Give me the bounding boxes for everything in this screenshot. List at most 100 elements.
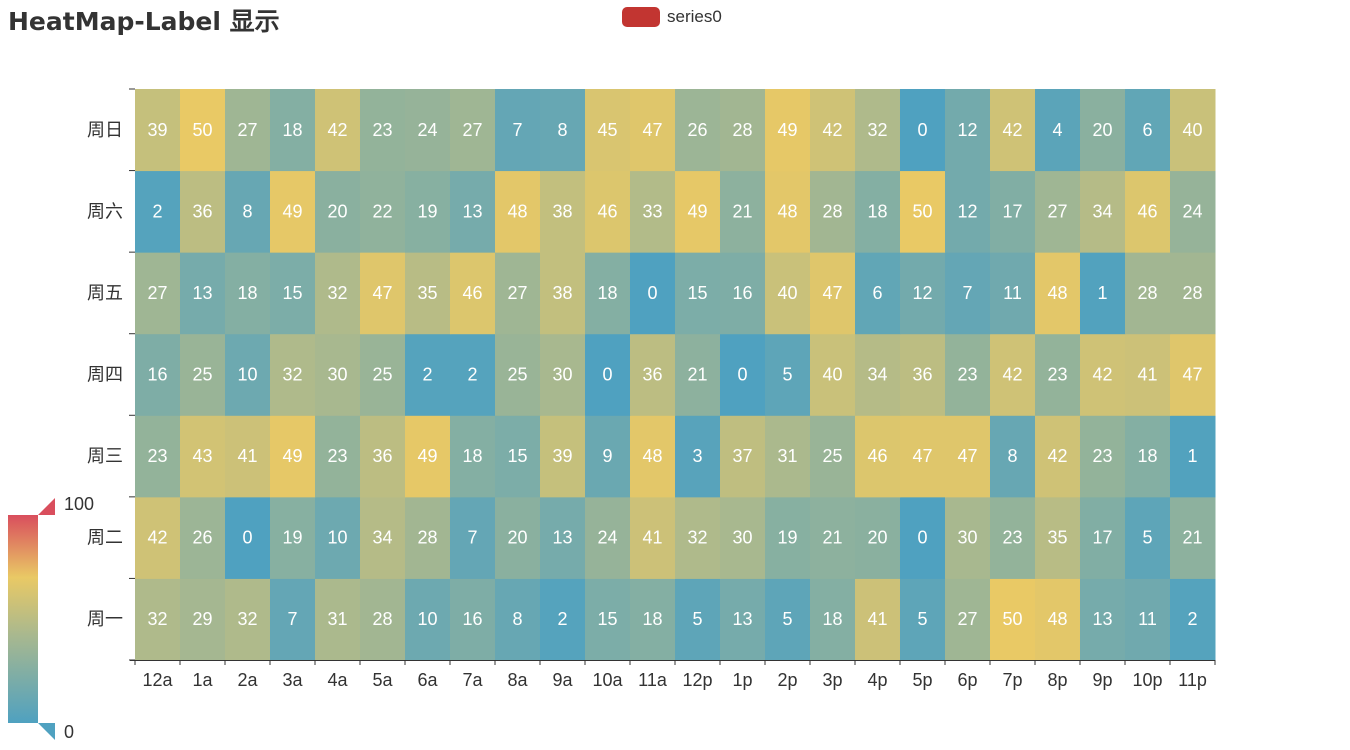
visual-map-handle-bottom[interactable] <box>38 723 55 740</box>
heatmap-cell-周二-4a[interactable] <box>315 496 361 579</box>
heatmap-cell-周三-4a[interactable] <box>315 415 361 498</box>
heatmap-cell-周三-1p[interactable] <box>720 415 766 498</box>
heatmap-cell-周二-11p[interactable] <box>1170 496 1216 579</box>
heatmap-cell-周日-3p[interactable] <box>810 89 856 172</box>
heatmap-cell-周日-9p[interactable] <box>1080 89 1126 172</box>
heatmap-cell-周四-11a[interactable] <box>630 333 676 416</box>
heatmap-cell-周五-1a[interactable] <box>180 252 226 335</box>
heatmap-cell-周日-4a[interactable] <box>315 89 361 172</box>
heatmap-cell-周六-9p[interactable] <box>1080 170 1126 253</box>
heatmap-cell-周日-6a[interactable] <box>405 89 451 172</box>
heatmap-cell-周五-3p[interactable] <box>810 252 856 335</box>
heatmap-cell-周日-3a[interactable] <box>270 89 316 172</box>
heatmap-cell-周一-7a[interactable] <box>450 578 496 661</box>
heatmap-cell-周四-4a[interactable] <box>315 333 361 416</box>
heatmap-cell-周日-5p[interactable] <box>900 89 946 172</box>
heatmap-cell-周三-11a[interactable] <box>630 415 676 498</box>
heatmap-cell-周三-9p[interactable] <box>1080 415 1126 498</box>
heatmap-cell-周一-11p[interactable] <box>1170 578 1216 661</box>
heatmap-cell-周三-5p[interactable] <box>900 415 946 498</box>
heatmap-cell-周一-9a[interactable] <box>540 578 586 661</box>
heatmap-cell-周三-3a[interactable] <box>270 415 316 498</box>
heatmap-cell-周三-8a[interactable] <box>495 415 541 498</box>
heatmap-cell-周四-12p[interactable] <box>675 333 721 416</box>
heatmap-cell-周二-1a[interactable] <box>180 496 226 579</box>
heatmap-cell-周日-10a[interactable] <box>585 89 631 172</box>
heatmap-cell-周日-4p[interactable] <box>855 89 901 172</box>
heatmap-cell-周四-4p[interactable] <box>855 333 901 416</box>
heatmap-cell-周五-10p[interactable] <box>1125 252 1171 335</box>
heatmap-cell-周四-6p[interactable] <box>945 333 991 416</box>
heatmap-cell-周日-8p[interactable] <box>1035 89 1081 172</box>
heatmap-cell-周日-6p[interactable] <box>945 89 991 172</box>
heatmap-cell-周二-11a[interactable] <box>630 496 676 579</box>
heatmap-cell-周一-12p[interactable] <box>675 578 721 661</box>
heatmap-cell-周一-1p[interactable] <box>720 578 766 661</box>
heatmap-cell-周五-8p[interactable] <box>1035 252 1081 335</box>
heatmap-cell-周日-12a[interactable] <box>135 89 181 172</box>
heatmap-cell-周三-10p[interactable] <box>1125 415 1171 498</box>
heatmap-cell-周五-1p[interactable] <box>720 252 766 335</box>
heatmap-cell-周五-4a[interactable] <box>315 252 361 335</box>
legend[interactable]: series0 <box>622 5 722 29</box>
heatmap-cell-周五-10a[interactable] <box>585 252 631 335</box>
heatmap-cell-周三-1a[interactable] <box>180 415 226 498</box>
heatmap-cell-周一-11a[interactable] <box>630 578 676 661</box>
heatmap-cell-周二-2p[interactable] <box>765 496 811 579</box>
heatmap-cell-周二-12p[interactable] <box>675 496 721 579</box>
heatmap-cell-周四-9a[interactable] <box>540 333 586 416</box>
heatmap-cell-周三-7a[interactable] <box>450 415 496 498</box>
heatmap-cell-周五-11p[interactable] <box>1170 252 1216 335</box>
heatmap-cell-周一-6p[interactable] <box>945 578 991 661</box>
heatmap-cell-周二-8a[interactable] <box>495 496 541 579</box>
heatmap-cell-周二-3a[interactable] <box>270 496 316 579</box>
heatmap-cell-周日-2a[interactable] <box>225 89 271 172</box>
heatmap-cell-周一-5p[interactable] <box>900 578 946 661</box>
heatmap-cell-周三-6p[interactable] <box>945 415 991 498</box>
heatmap-cell-周三-2a[interactable] <box>225 415 271 498</box>
heatmap-cell-周一-6a[interactable] <box>405 578 451 661</box>
heatmap-cell-周二-7a[interactable] <box>450 496 496 579</box>
heatmap-cell-周六-4a[interactable] <box>315 170 361 253</box>
heatmap-cell-周日-7a[interactable] <box>450 89 496 172</box>
heatmap-cell-周六-11p[interactable] <box>1170 170 1216 253</box>
heatmap-cell-周五-6p[interactable] <box>945 252 991 335</box>
heatmap-cell-周三-5a[interactable] <box>360 415 406 498</box>
heatmap-cell-周一-2a[interactable] <box>225 578 271 661</box>
heatmap-cell-周六-2a[interactable] <box>225 170 271 253</box>
heatmap-cell-周三-7p[interactable] <box>990 415 1036 498</box>
heatmap-cell-周日-1p[interactable] <box>720 89 766 172</box>
heatmap-cell-周二-5p[interactable] <box>900 496 946 579</box>
heatmap-cell-周六-6p[interactable] <box>945 170 991 253</box>
heatmap-cell-周二-2a[interactable] <box>225 496 271 579</box>
heatmap-cell-周一-4p[interactable] <box>855 578 901 661</box>
heatmap-cell-周六-6a[interactable] <box>405 170 451 253</box>
heatmap-cell-周一-8a[interactable] <box>495 578 541 661</box>
heatmap-cell-周四-10p[interactable] <box>1125 333 1171 416</box>
heatmap-cell-周六-3p[interactable] <box>810 170 856 253</box>
heatmap-cell-周四-5p[interactable] <box>900 333 946 416</box>
heatmap-cell-周四-5a[interactable] <box>360 333 406 416</box>
heatmap-cell-周五-9a[interactable] <box>540 252 586 335</box>
heatmap-cell-周日-1a[interactable] <box>180 89 226 172</box>
heatmap-cell-周五-7a[interactable] <box>450 252 496 335</box>
heatmap-cell-周五-2p[interactable] <box>765 252 811 335</box>
heatmap-cell-周日-2p[interactable] <box>765 89 811 172</box>
heatmap-cell-周五-11a[interactable] <box>630 252 676 335</box>
heatmap-cell-周五-5p[interactable] <box>900 252 946 335</box>
heatmap-cell-周二-3p[interactable] <box>810 496 856 579</box>
visual-map-bar[interactable] <box>8 515 38 723</box>
heatmap-cell-周一-10p[interactable] <box>1125 578 1171 661</box>
heatmap-cell-周三-11p[interactable] <box>1170 415 1216 498</box>
heatmap-cell-周六-10a[interactable] <box>585 170 631 253</box>
heatmap-cell-周日-7p[interactable] <box>990 89 1036 172</box>
heatmap-cell-周五-5a[interactable] <box>360 252 406 335</box>
heatmap-cell-周二-4p[interactable] <box>855 496 901 579</box>
heatmap-cell-周六-12p[interactable] <box>675 170 721 253</box>
heatmap-cell-周四-7p[interactable] <box>990 333 1036 416</box>
heatmap-cell-周六-5a[interactable] <box>360 170 406 253</box>
heatmap-cell-周六-9a[interactable] <box>540 170 586 253</box>
heatmap-cell-周五-8a[interactable] <box>495 252 541 335</box>
heatmap-cell-周三-3p[interactable] <box>810 415 856 498</box>
heatmap-cell-周二-9a[interactable] <box>540 496 586 579</box>
